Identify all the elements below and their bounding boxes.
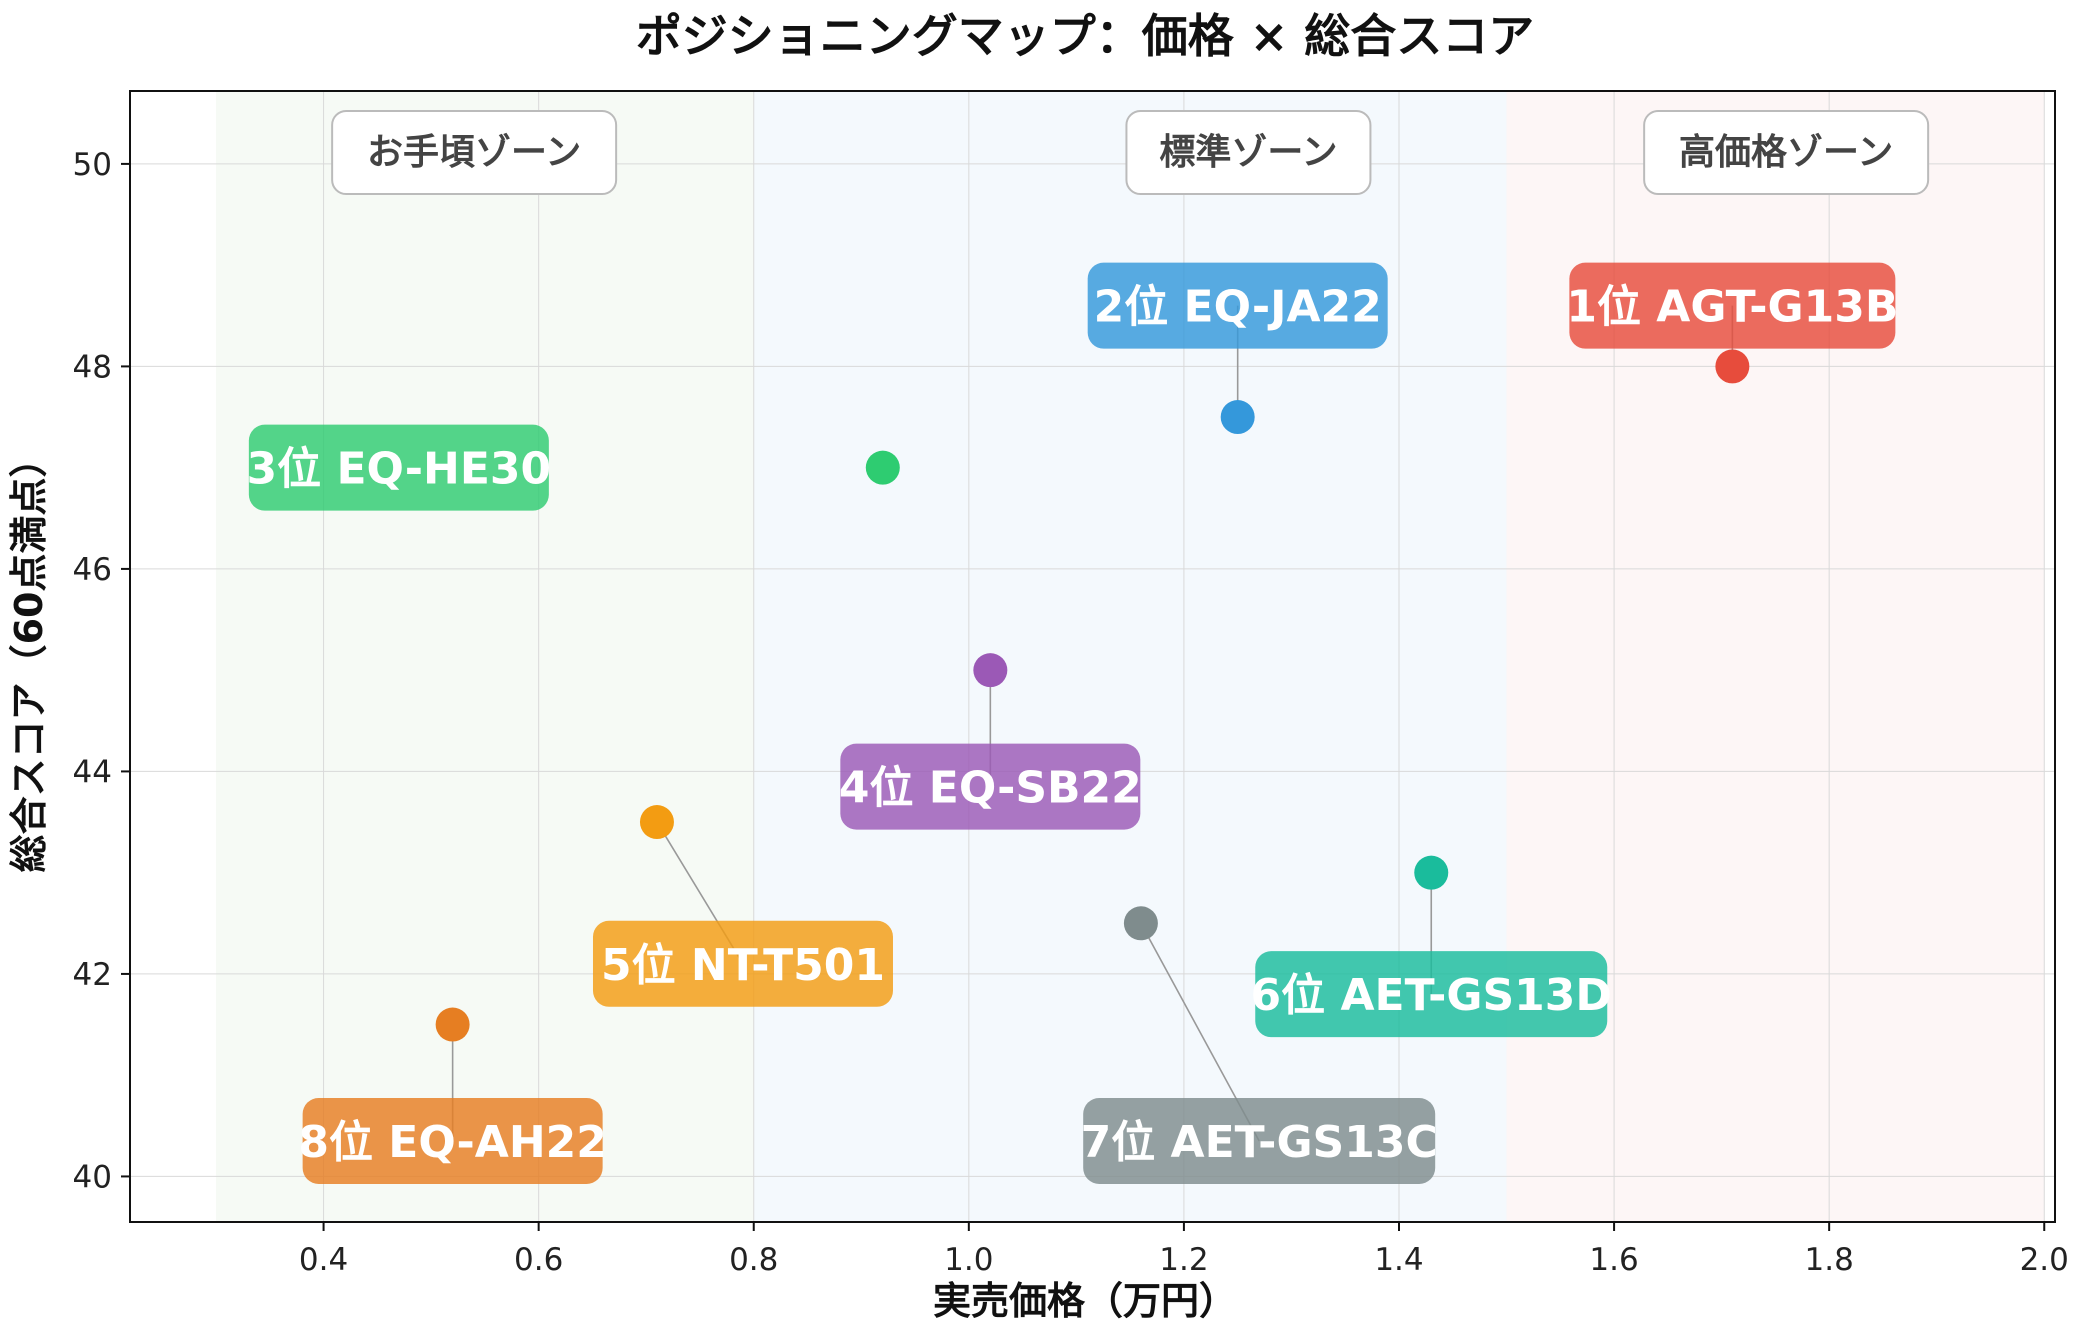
data-label-box <box>840 743 1141 830</box>
zone-background <box>753 91 1507 1222</box>
x-axis-label: 実売価格（万円） <box>933 1279 1237 1323</box>
x-tick-label: 1.2 <box>1159 1242 1208 1278</box>
x-tick-label: 0.4 <box>299 1242 348 1278</box>
zone-background <box>1506 91 2045 1222</box>
data-point <box>639 805 674 840</box>
zone-labels-layer: お手頃ゾーン 標準ゾーン 高価格ゾーン <box>331 110 1930 195</box>
zones-layer <box>216 91 2045 1222</box>
y-tick-label: 48 <box>73 349 112 385</box>
x-tick-label: 1.8 <box>1805 1242 1854 1278</box>
y-tick-label: 50 <box>73 147 112 183</box>
data-label: 3位 EQ-HE30 <box>247 444 552 495</box>
x-tick-label: 2.0 <box>2020 1242 2069 1278</box>
data-label-box <box>1255 951 1608 1038</box>
zone-label-box <box>1643 110 1930 195</box>
data-label: 8位 EQ-AH22 <box>298 1117 607 1168</box>
data-point <box>435 1007 470 1042</box>
data-point <box>865 450 900 485</box>
zone-label-box <box>331 110 618 195</box>
data-label-box <box>1569 262 1896 349</box>
data-label: 2位 EQ-JA22 <box>1094 282 1382 333</box>
plot-frame <box>129 90 2056 1223</box>
chart-title: ポジショニングマップ：価格 × 総合スコア <box>636 9 1535 63</box>
ticks-layer: 0.4 0.6 0.8 1.0 1.2 1.4 1.6 1.8 2.0 40 42 44 46 48 50 <box>73 147 2069 1278</box>
x-tick-label: 0.8 <box>729 1242 778 1278</box>
data-label-box <box>248 424 549 511</box>
data-point <box>1414 855 1449 890</box>
zone-label: 標準ゾーン <box>1159 132 1337 173</box>
y-tick-label: 46 <box>73 552 112 588</box>
y-tick-label: 40 <box>73 1159 112 1195</box>
data-label: 5位 NT-T501 <box>601 940 885 991</box>
x-tick-label: 1.4 <box>1374 1242 1423 1278</box>
points-layer <box>435 349 1750 1042</box>
zone-label: 高価格ゾーン <box>1679 132 1893 173</box>
x-tick-label: 1.6 <box>1589 1242 1638 1278</box>
y-tick-label: 42 <box>73 957 112 993</box>
data-label-box <box>592 920 893 1007</box>
data-label: 6位 AET-GS13D <box>1251 970 1612 1021</box>
data-label: 4位 EQ-SB22 <box>839 763 1142 814</box>
data-point <box>1220 400 1255 435</box>
x-tick-label: 1.0 <box>944 1242 993 1278</box>
zone-label-box <box>1125 110 1372 195</box>
zone-label: お手頃ゾーン <box>367 132 581 173</box>
data-label: 7位 AET-GS13C <box>1081 1117 1438 1168</box>
data-point <box>973 653 1008 688</box>
data-point <box>1123 906 1158 941</box>
zone-background <box>216 91 754 1222</box>
x-tick-label: 0.6 <box>514 1242 563 1278</box>
data-label-box <box>1087 262 1388 349</box>
y-axis-label: 総合スコア（60点満点） <box>7 440 51 873</box>
data-label: 1位 AGT-G13B <box>1566 282 1898 333</box>
data-point <box>1715 349 1750 384</box>
data-label-box <box>302 1097 603 1184</box>
data-label-box <box>1083 1097 1436 1184</box>
labels-layer: 1位 AGT-G13B 2位 EQ-JA22 3位 EQ-HE30 4位 EQ-SB2… <box>247 262 1898 1184</box>
y-tick-label: 44 <box>73 754 112 790</box>
